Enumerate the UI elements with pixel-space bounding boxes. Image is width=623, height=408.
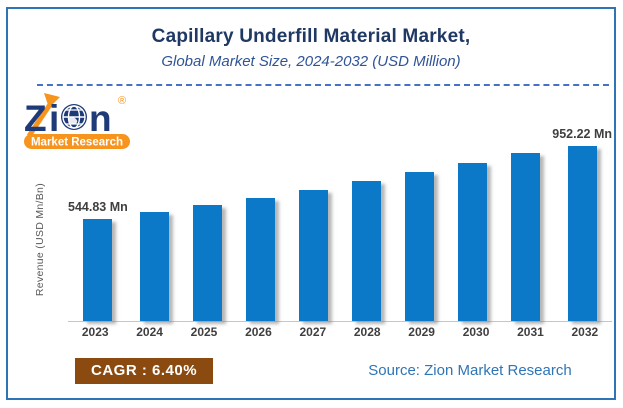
bar-2032 xyxy=(567,146,597,321)
chart-title: Capillary Underfill Material Market, xyxy=(151,26,471,47)
bar-2024 xyxy=(139,212,169,321)
data-label-2023: 544.83 Mn xyxy=(68,200,128,214)
data-label-2032: 952.22 Mn xyxy=(552,127,613,141)
source-attribution: Source: Zion Market Research xyxy=(368,362,572,379)
bar-slot-2023: 544.83 Mn xyxy=(68,127,128,321)
logo-arrow-shaft xyxy=(26,101,54,138)
x-tick-2029: 2029 xyxy=(408,325,435,339)
bar-2025 xyxy=(192,205,222,321)
logo-letter-n: n xyxy=(89,98,112,139)
x-tick-2025: 2025 xyxy=(190,325,218,339)
dashed-divider xyxy=(37,84,609,86)
logo-graphic: Z i n ® Market Research xyxy=(24,93,130,149)
bar-slot-2025 xyxy=(181,127,234,321)
chart-subtitle: Global Market Size, 2024-2032 (USD Milli… xyxy=(161,53,461,70)
zion-market-research-logo: Z i n ® Market Research xyxy=(22,90,137,150)
logo-banner xyxy=(24,134,130,149)
logo-letter-z: Z xyxy=(24,98,47,139)
logo-letter-i: i xyxy=(49,98,59,139)
bar-2028 xyxy=(352,181,382,321)
bar-slot-2032: 952.22 Mn xyxy=(552,127,612,321)
bar-2026 xyxy=(245,198,275,321)
y-axis-title: Revenue (USD Mn/Bn) xyxy=(34,183,46,297)
logo-arrow-head xyxy=(44,93,60,108)
bar-slot-2026 xyxy=(234,127,287,321)
bar-slot-2029 xyxy=(393,127,446,321)
x-tick-2024: 2024 xyxy=(136,325,163,339)
x-tick-2030: 2030 xyxy=(462,325,490,339)
bar-slot-2024 xyxy=(128,127,181,321)
x-tick-2032: 2032 xyxy=(571,325,599,339)
bar-2030 xyxy=(458,163,488,321)
logo-globe-icon xyxy=(61,104,87,130)
x-tick-2028: 2028 xyxy=(353,325,381,339)
x-tick-2027: 2027 xyxy=(299,325,327,339)
bar-slot-2027 xyxy=(287,127,340,321)
logo-tagline: Market Research xyxy=(31,137,123,149)
bar-slot-2030 xyxy=(446,127,499,321)
x-axis-labels: 2023 2024 2025 2026 2027 2028 2029 2030 2031 2032 xyxy=(68,325,612,339)
bar-2031 xyxy=(511,153,541,321)
bar-chart-plot-area: 544.83 Mn 952.22 Mn xyxy=(68,127,612,322)
bar-slot-2031 xyxy=(499,127,552,321)
chart-card: Capillary Underfill Material Market, Glo… xyxy=(6,7,616,400)
bar-slot-2028 xyxy=(340,127,393,321)
bar-2023 xyxy=(83,219,113,321)
bar-2029 xyxy=(405,172,435,321)
cagr-badge: CAGR : 6.40% xyxy=(75,358,214,384)
registered-trademark-icon: ® xyxy=(118,95,126,107)
x-tick-2023: 2023 xyxy=(81,325,109,339)
x-tick-2026: 2026 xyxy=(245,325,272,339)
x-tick-2031: 2031 xyxy=(517,325,544,339)
bar-2027 xyxy=(298,190,328,321)
